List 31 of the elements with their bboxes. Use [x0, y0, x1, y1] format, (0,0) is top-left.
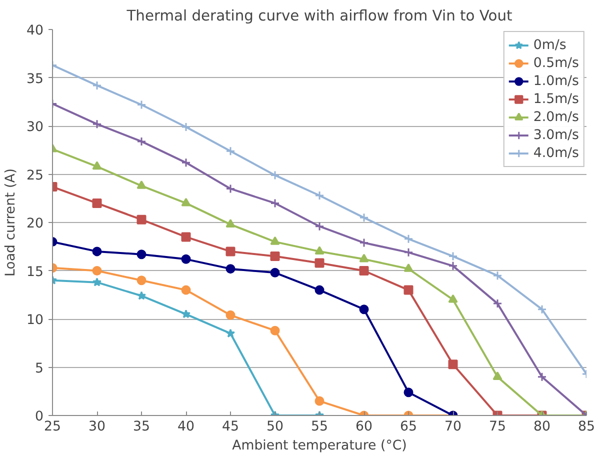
- legend-label: 1.0m/s: [533, 72, 579, 90]
- x-tick-label: 35: [133, 420, 150, 434]
- y-tick-label: 15: [26, 264, 44, 280]
- x-tick-label: 50: [266, 420, 284, 434]
- x-tick-label: 80: [534, 420, 550, 434]
- x-axis-title: Ambient temperature (°C): [232, 438, 407, 454]
- x-tick-label: 60: [356, 420, 372, 434]
- legend-label: 1.5m/s: [533, 90, 579, 108]
- y-tick-label: 5: [35, 361, 44, 376]
- y-tick-label: 0: [35, 410, 44, 424]
- y-tick-label: 30: [26, 120, 44, 135]
- y-axis-title: Load current (A): [4, 168, 19, 277]
- legend-label: 0.5m/s: [533, 54, 579, 72]
- chart-title: Thermal derating curve with airflow from Vin to Vout: [126, 8, 513, 24]
- y-tick-label: 10: [26, 313, 44, 328]
- legend-label: 3.0m/s: [533, 126, 579, 144]
- x-tick-label: 55: [311, 420, 328, 434]
- y-tick-label: 40: [26, 24, 44, 38]
- legend-label: 2.0m/s: [533, 108, 579, 126]
- legend-label: 4.0m/s: [533, 144, 579, 162]
- x-tick-label: 85: [578, 420, 595, 434]
- y-tick-label: 20: [26, 216, 44, 232]
- x-tick-label: 45: [222, 420, 239, 434]
- y-tick-label: 25: [26, 168, 44, 184]
- y-tick-label: 35: [26, 72, 44, 87]
- x-tick-label: 30: [88, 420, 106, 434]
- x-tick-label: 65: [400, 420, 417, 434]
- x-tick-label: 75: [489, 420, 506, 434]
- x-tick-label: 70: [444, 420, 462, 434]
- x-tick-label: 40: [178, 420, 194, 434]
- legend-label: 0m/s: [533, 36, 566, 54]
